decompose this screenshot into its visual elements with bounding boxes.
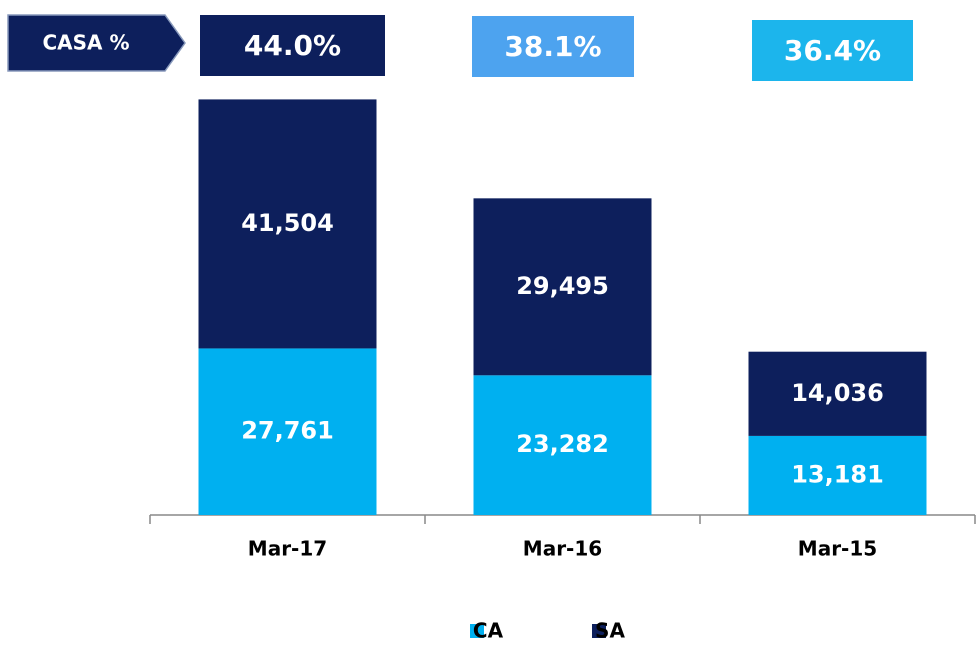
bar-segment xyxy=(748,435,927,515)
bar-segment xyxy=(473,375,652,515)
legend-swatch xyxy=(470,624,484,638)
value-label: 41,504 xyxy=(241,209,334,237)
casa-label-box xyxy=(7,14,186,72)
bar-segment xyxy=(748,351,927,436)
bar-segment xyxy=(198,99,377,349)
casa-box xyxy=(472,16,634,77)
x-tick-label: Mar-17 xyxy=(248,537,327,561)
x-tick-label: Mar-16 xyxy=(523,537,602,561)
x-tick-label: Mar-15 xyxy=(798,537,877,561)
casa-label: CASA % xyxy=(42,31,129,55)
casa-box xyxy=(752,20,913,81)
bar-segment xyxy=(473,198,652,376)
casa-box xyxy=(200,15,385,76)
value-label: 23,282 xyxy=(516,430,609,458)
bar-segment xyxy=(198,348,377,515)
legend-swatch xyxy=(592,624,606,638)
value-label: 29,495 xyxy=(516,272,609,300)
value-label: 13,181 xyxy=(791,460,884,488)
casa-value: 38.1% xyxy=(504,30,601,63)
value-label: 27,761 xyxy=(241,417,334,445)
value-label: 14,036 xyxy=(791,379,884,407)
legend-label: SA xyxy=(595,619,625,643)
casa-value: 44.0% xyxy=(244,29,341,62)
casa-value: 36.4% xyxy=(784,34,881,67)
legend-label: CA xyxy=(473,619,504,643)
